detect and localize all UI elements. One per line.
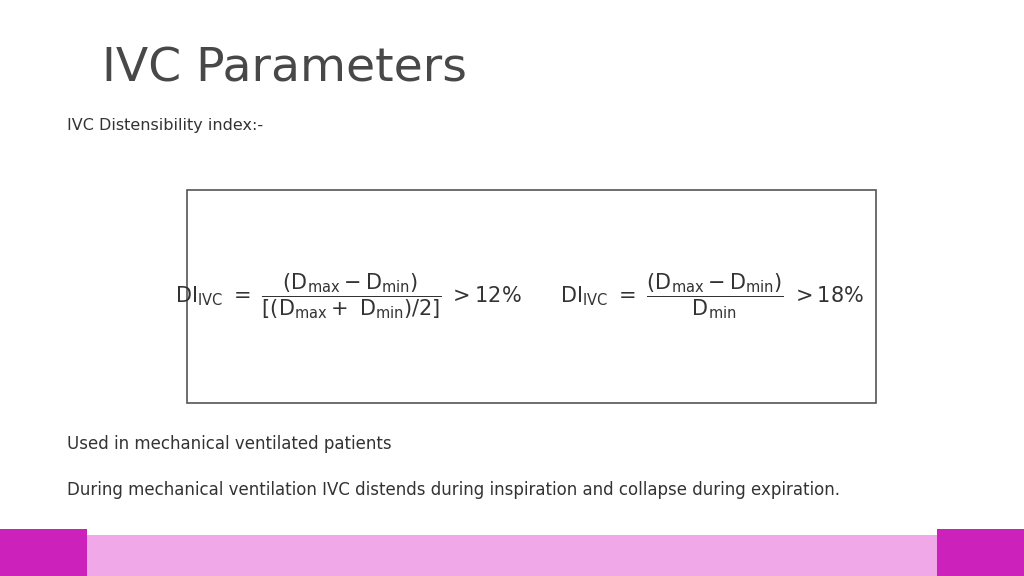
- Text: IVC Parameters: IVC Parameters: [102, 46, 467, 91]
- FancyBboxPatch shape: [937, 529, 1024, 576]
- Text: $\mathrm{DI}_{\mathrm{IVC}}\ =\ \dfrac{(\mathrm{D}_{\mathrm{max}}-\mathrm{D}_{\m: $\mathrm{DI}_{\mathrm{IVC}}\ =\ \dfrac{(…: [175, 272, 521, 321]
- FancyBboxPatch shape: [0, 535, 1024, 576]
- FancyBboxPatch shape: [0, 529, 87, 576]
- Text: During mechanical ventilation IVC distends during inspiration and collapse durin: During mechanical ventilation IVC disten…: [67, 481, 840, 499]
- FancyBboxPatch shape: [187, 190, 876, 403]
- Text: Used in mechanical ventilated patients: Used in mechanical ventilated patients: [67, 435, 391, 453]
- Text: $\mathrm{DI}_{\mathrm{IVC}}\ =\ \dfrac{(\mathrm{D}_{\mathrm{max}}-\mathrm{D}_{\m: $\mathrm{DI}_{\mathrm{IVC}}\ =\ \dfrac{(…: [560, 272, 863, 321]
- Text: IVC Distensibility index:-: IVC Distensibility index:-: [67, 118, 263, 133]
